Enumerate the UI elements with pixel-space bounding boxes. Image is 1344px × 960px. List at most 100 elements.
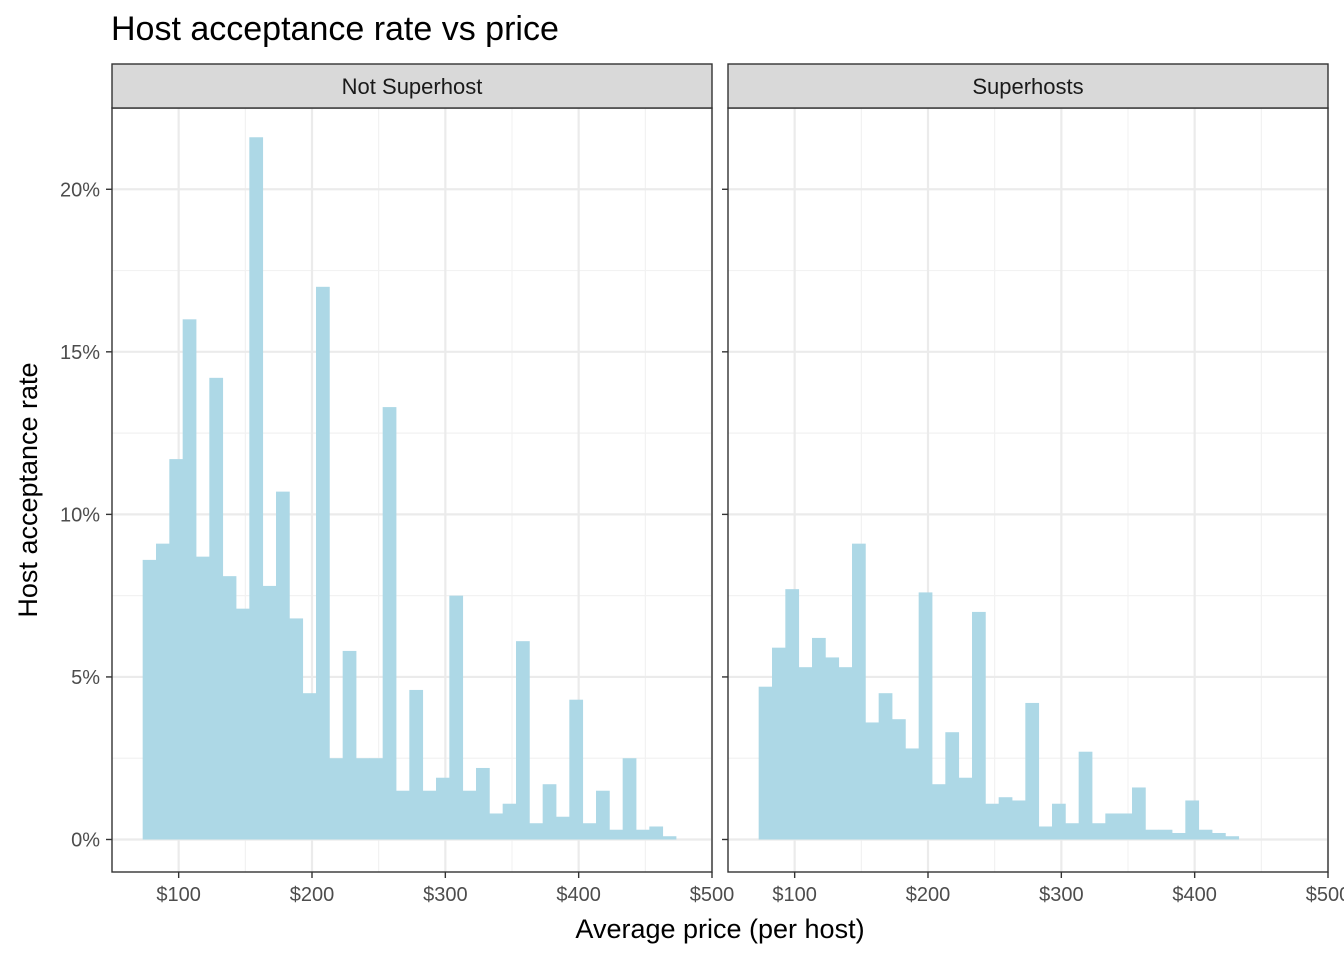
y-tick-label: 20% [60, 179, 100, 201]
x-axis-title: Average price (per host) [575, 914, 864, 944]
histogram-bar [449, 595, 464, 840]
histogram-bar [1065, 823, 1080, 840]
histogram-bar [502, 803, 517, 840]
histogram-bar [1132, 787, 1146, 840]
histogram-bar [356, 758, 370, 840]
histogram-bar [476, 767, 490, 840]
histogram-bar [1052, 803, 1066, 840]
histogram-bar [342, 650, 357, 840]
histogram-bar [1225, 836, 1240, 840]
histogram-bar [932, 784, 946, 840]
histogram-bar [169, 459, 184, 840]
histogram-bar [622, 758, 637, 840]
facet-strip-label: Not Superhost [342, 74, 483, 99]
histogram-bar [1145, 829, 1160, 840]
histogram-bar [852, 543, 866, 840]
x-tick-label: $400 [556, 884, 601, 906]
histogram-bar [382, 407, 397, 840]
histogram-bar [1118, 813, 1133, 840]
histogram-bar [662, 836, 677, 840]
y-tick-label: 15% [60, 342, 100, 364]
histogram-bar [516, 641, 530, 840]
histogram-bar [1038, 826, 1053, 840]
y-tick-label: 0% [71, 829, 100, 851]
histogram-bar [396, 790, 410, 840]
histogram-bar [249, 137, 264, 840]
histogram-bar [878, 693, 893, 840]
histogram-bar [1025, 702, 1040, 840]
histogram-bar [289, 618, 304, 840]
histogram-bar [329, 758, 344, 840]
histogram-bar [758, 686, 773, 840]
panel-not-superhost: Not Superhost $100 $200 $300 $400 $500 0% 5% 10%… [60, 63, 735, 906]
histogram-bar [1105, 813, 1120, 840]
y-axis-title: Host acceptance rate [13, 362, 43, 617]
histogram-bar [636, 829, 650, 840]
histogram-bar [1172, 832, 1186, 840]
histogram-bar [998, 797, 1013, 840]
histogram-bar [489, 813, 504, 840]
histogram-bar [369, 758, 384, 840]
histogram-bar [156, 543, 170, 840]
histogram-bar [985, 803, 1000, 840]
histogram-bar [182, 319, 197, 840]
histogram-bar [958, 777, 973, 840]
histogram-bar [609, 829, 624, 840]
histogram-bar [1198, 829, 1213, 840]
histogram-bar [945, 732, 960, 840]
histogram-bar [1092, 823, 1106, 840]
histogram-bar [785, 589, 800, 840]
histogram-bar [972, 611, 986, 840]
x-tick-label: $400 [1172, 884, 1217, 906]
facet-strip [111, 63, 713, 109]
facet-strip-label: Superhosts [972, 74, 1083, 99]
histogram-bar [236, 608, 250, 840]
x-tick-label: $100 [156, 884, 201, 906]
histogram-bar [838, 667, 853, 840]
facet-panels: Not Superhost $100 $200 $300 $400 $500 0% 5% 10%… [60, 63, 1344, 906]
histogram-bar [209, 377, 224, 840]
histogram-bar [1012, 800, 1026, 840]
histogram-bar [918, 592, 933, 840]
histogram-bar [436, 777, 450, 840]
histogram-bar [892, 719, 906, 840]
histogram-bar [462, 790, 477, 840]
histogram-bar [276, 491, 290, 840]
histogram-bar [1185, 800, 1200, 840]
histogram-bar [422, 790, 437, 840]
histogram-bar [222, 576, 237, 840]
histogram-bar [409, 689, 424, 840]
histogram-bar [316, 286, 330, 840]
facet-strip [727, 63, 1329, 109]
histogram-bar [556, 816, 570, 840]
histogram-bar [865, 722, 880, 840]
x-tick-label: $500 [690, 884, 735, 906]
histogram-bar [772, 647, 786, 840]
x-tick-label: $200 [906, 884, 951, 906]
histogram-bar [196, 556, 210, 840]
y-tick-label: 10% [60, 504, 100, 526]
histogram-bar [1212, 832, 1226, 840]
histogram-bar [529, 823, 544, 840]
x-tick-label: $300 [1039, 884, 1084, 906]
histogram-bar [1158, 829, 1173, 840]
histogram-bar [542, 784, 557, 840]
histogram-bar [825, 657, 840, 840]
histogram-bar [649, 826, 664, 840]
x-tick-label: $500 [1306, 884, 1344, 906]
histogram-bar [596, 790, 610, 840]
histogram-bar [812, 637, 826, 840]
histogram-bar [798, 667, 813, 840]
y-tick-label: 5% [71, 667, 100, 689]
histogram-bar [142, 559, 157, 840]
chart-title: Host acceptance rate vs price [111, 10, 559, 48]
panel-superhosts: Superhosts $100 $200 $300 $400 $500 [722, 63, 1344, 906]
x-tick-label: $200 [290, 884, 335, 906]
histogram-bar [302, 693, 317, 840]
histogram-bar [582, 823, 597, 840]
histogram-bar [905, 748, 920, 840]
histogram-bar [1078, 751, 1093, 840]
x-tick-label: $300 [423, 884, 468, 906]
x-tick-label: $100 [772, 884, 817, 906]
